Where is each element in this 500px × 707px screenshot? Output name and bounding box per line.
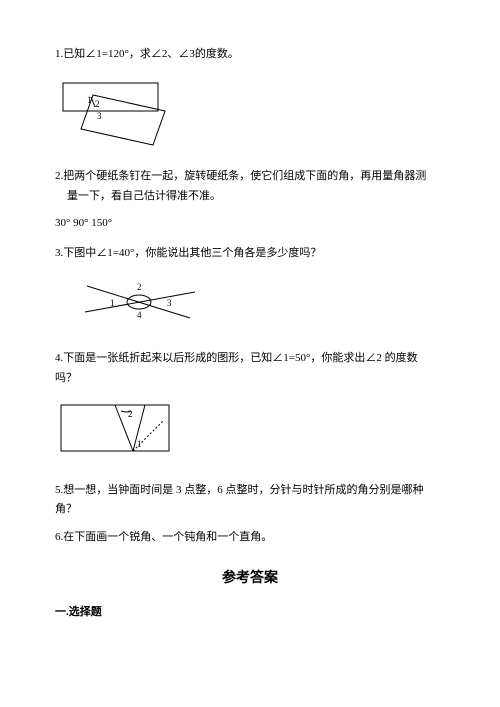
q2-values: 30° 90° 150° [55,214,445,234]
question-4: 4.下面是一张纸折起来以后形成的图形，已知∠1=50°，你能求出∠2 的度数 吗… [55,349,445,389]
question-6: 6.在下面画一个锐角、一个钝角和一个直角。 [55,528,445,548]
q6-text: 6.在下面画一个锐角、一个钝角和一个直角。 [55,531,272,543]
svg-text:3: 3 [167,298,172,308]
svg-text:4: 4 [137,310,142,320]
svg-text:2: 2 [95,99,100,109]
question-2: 2.把两个硬纸条钉在一起，旋转硬纸条，使它们组成下面的角，再用量角器测 量一下，… [55,167,445,207]
question-3: 3.下图中∠1=40°，你能说出其他三个角各是多少度吗？ [55,244,445,264]
figure-4: 21 [55,399,445,461]
q2-line1: 2.把两个硬纸条钉在一起，旋转硬纸条，使它们组成下面的角，再用量角器测 [55,167,445,187]
svg-text:1: 1 [137,439,142,449]
q1-text: 1.已知∠1=120°，求∠2、∠3的度数。 [55,48,239,60]
svg-text:1: 1 [110,298,115,308]
section-1-head: 一.选择题 [55,603,445,623]
q5-line2: 角？ [55,500,445,520]
svg-text:2: 2 [128,409,133,419]
q5-line1: 5.想一想，当钟面时间是 3 点整，6 点整时，分针与时针所成的角分别是哪种 [55,481,445,501]
svg-text:3: 3 [97,111,102,121]
question-5: 5.想一想，当钟面时间是 3 点整，6 点整时，分针与时针所成的角分别是哪种 角… [55,481,445,521]
svg-text:2: 2 [137,282,142,292]
question-1: 1.已知∠1=120°，求∠2、∠3的度数。 [55,45,445,65]
q3-text: 3.下图中∠1=40°，你能说出其他三个角各是多少度吗？ [55,247,321,259]
answer-title: 参考答案 [55,566,445,591]
q2-line2: 量一下，看自己估计得准不准。 [67,187,445,207]
figure-1: 12 3 [55,75,445,147]
svg-text:1: 1 [87,95,92,105]
q4-line2: 吗？ [55,369,445,389]
q4-line1: 4.下面是一张纸折起来以后形成的图形，已知∠1=50°，你能求出∠2 的度数 [55,349,445,369]
figure-3: 1 2 3 4 [75,274,445,329]
